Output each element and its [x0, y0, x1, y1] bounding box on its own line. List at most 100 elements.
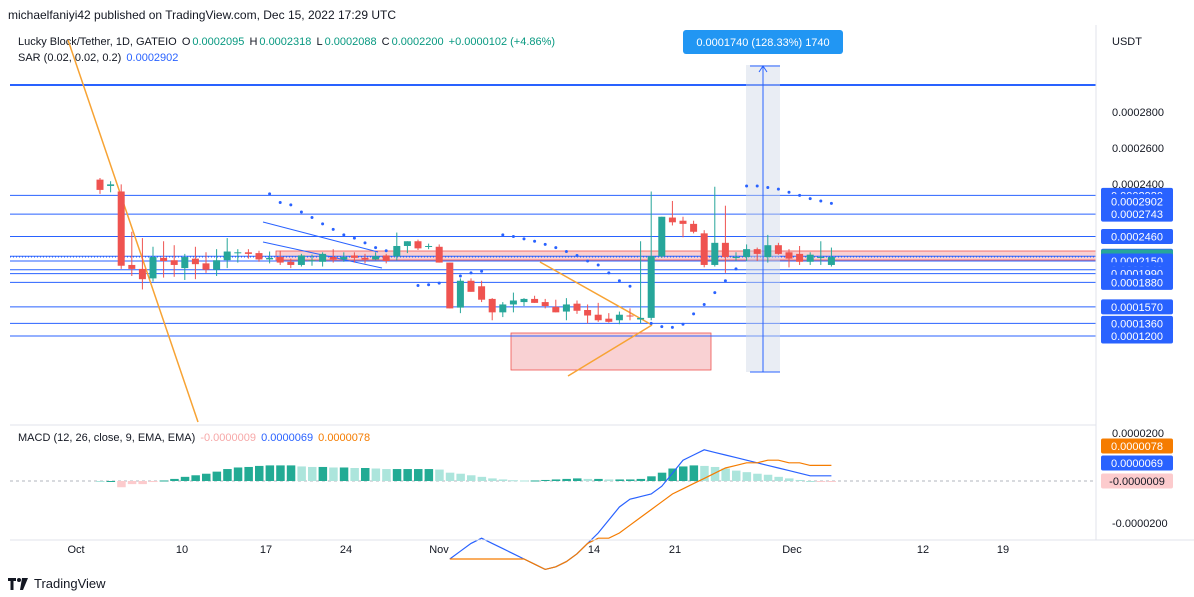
macd-hist-bar — [488, 478, 497, 481]
macd-legend: MACD (12, 26, close, 9, EMA, EMA) -0.000… — [18, 432, 372, 444]
publisher-line: michaelfaniyi42 published on TradingView… — [8, 8, 397, 22]
macd-hist-bar — [467, 475, 476, 481]
price-level-label: 0.0001880 — [1111, 277, 1163, 289]
macd-hist-bar — [594, 478, 603, 481]
sar-dot — [734, 267, 738, 271]
candle-body — [658, 216, 666, 257]
close-label: C — [381, 36, 390, 48]
macd-hist-bar — [308, 466, 317, 481]
macd-line — [449, 449, 832, 571]
price-level-badge — [1101, 194, 1173, 210]
sar-dot — [331, 227, 335, 231]
macd-hist-bar — [795, 479, 805, 481]
candle-body — [435, 246, 443, 263]
sar-dot — [321, 222, 325, 226]
candle-body — [711, 242, 719, 265]
price-level-label: 0.0002743 — [1111, 209, 1163, 221]
sar-dot — [755, 184, 759, 188]
x-tick-label: 19 — [997, 544, 1009, 556]
macd-value-label: 0.0000078 — [1111, 441, 1163, 453]
macd-hist-bar — [106, 481, 116, 482]
macd-hist-bar — [710, 466, 720, 481]
candle-body — [149, 257, 157, 279]
macd-hist-bar — [626, 479, 635, 481]
candle-body — [170, 260, 178, 265]
candle-body — [605, 318, 613, 322]
open-value: 0.0002095 — [192, 36, 245, 48]
macd-hist-bar — [456, 473, 465, 481]
candle-body — [160, 257, 168, 261]
x-tick-label: Oct — [67, 544, 84, 556]
macd-hist-bar — [668, 468, 677, 481]
candle-body — [721, 242, 729, 258]
macd-hist-bar — [435, 469, 444, 481]
footer-brand[interactable]: TradingView — [8, 576, 106, 591]
candle-body — [276, 257, 284, 263]
sar-dot — [416, 283, 420, 287]
candle-body — [700, 233, 708, 265]
low-label: L — [316, 36, 323, 48]
macd-value-badge — [1101, 438, 1173, 454]
sar-dot — [352, 236, 356, 240]
sar-dot — [596, 263, 600, 267]
macd-line-value: 0.0000069 — [261, 432, 314, 444]
price-level-badge — [1101, 328, 1173, 344]
candle-body — [425, 245, 433, 247]
macd-hist-bar — [286, 465, 296, 481]
macd-hist-bar — [382, 469, 391, 481]
candle-body — [785, 252, 793, 259]
downtrend-line — [67, 39, 199, 423]
macd-hist-bar — [127, 481, 137, 485]
candle-body — [372, 256, 380, 260]
macd-hist-bar — [689, 465, 699, 481]
sar-dot — [384, 249, 388, 253]
macd-hist-bar — [318, 466, 328, 481]
x-tick-label: 24 — [340, 544, 352, 556]
macd-hist-bar — [371, 468, 381, 481]
sar-label: SAR (0.02, 0.02, 0.2) — [18, 52, 122, 64]
sar-dot — [586, 259, 590, 263]
candle-body — [393, 245, 401, 257]
currency-label: USDT — [1112, 36, 1142, 48]
sar-dot — [427, 283, 431, 287]
candle-body — [637, 317, 645, 320]
macd-hist-bar — [498, 479, 508, 481]
sar-dot — [713, 291, 717, 295]
price-level-label: 0.0001360 — [1111, 318, 1163, 330]
macd-hist-bar — [700, 465, 709, 481]
macd-hist-bar — [170, 478, 179, 481]
sar-dot — [363, 241, 367, 245]
candle-body — [107, 184, 115, 186]
candle-body — [626, 315, 634, 317]
sar-dot — [299, 210, 303, 214]
triangle-upper-line — [539, 261, 653, 326]
macd-hist-bar — [265, 465, 275, 481]
candle-body — [308, 260, 316, 262]
candle-body — [827, 257, 835, 265]
macd-hist-bar — [530, 480, 540, 482]
measure-label-box — [683, 30, 843, 54]
sar-dot — [268, 192, 272, 196]
candle-body — [213, 260, 221, 270]
macd-hist-bar — [212, 471, 222, 481]
candle-body — [796, 253, 804, 262]
price-level-badge — [1101, 274, 1173, 290]
x-tick-label: 21 — [669, 544, 681, 556]
x-tick-label: 14 — [588, 544, 600, 556]
candle-body — [266, 257, 274, 260]
macd-hist-bar — [604, 479, 614, 481]
macd-hist-bar — [424, 469, 434, 481]
macd-value-label: 0.0000069 — [1111, 458, 1163, 470]
macd-hist-bar — [562, 478, 571, 481]
sar-dot — [702, 302, 706, 306]
price-level-badge — [1101, 315, 1173, 331]
x-tick-label: 10 — [176, 544, 188, 556]
candle-body — [732, 257, 740, 259]
macd-hist-bar — [806, 481, 815, 482]
macd-hist-bar — [732, 470, 741, 481]
macd-hist-bar — [233, 467, 243, 481]
macd-hist-bar — [657, 472, 667, 481]
macd-value-label: -0.0000009 — [1109, 476, 1165, 488]
candle-body — [594, 314, 602, 321]
